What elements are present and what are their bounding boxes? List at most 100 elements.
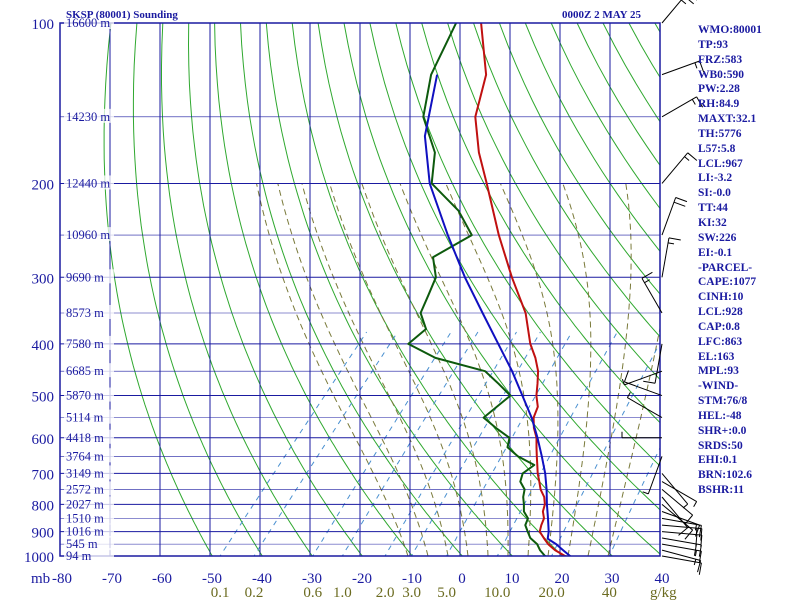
wind-barb bbox=[661, 531, 703, 548]
index-item: BRN:102.6 bbox=[698, 469, 752, 482]
wind-barb bbox=[621, 431, 662, 439]
height-label-bg bbox=[64, 536, 114, 551]
wind-barb-staff bbox=[661, 503, 693, 531]
index-item: EL:163 bbox=[698, 350, 735, 363]
dry-adiabat bbox=[214, 23, 413, 556]
height-label-bg bbox=[64, 465, 114, 480]
mixing-ratio-tick-label: 5.0 bbox=[437, 585, 456, 600]
dry-adiabat bbox=[240, 23, 463, 556]
height-label: 4418 m bbox=[66, 431, 104, 445]
wind-barb-staff bbox=[661, 549, 701, 561]
height-label-bg bbox=[64, 448, 114, 463]
index-item: HEL:-48 bbox=[698, 409, 742, 422]
height-label-bg bbox=[64, 304, 114, 319]
wind-barb-flag bbox=[698, 562, 702, 575]
wind-barb-staff bbox=[624, 370, 663, 386]
wind-barb bbox=[661, 549, 702, 573]
wind-barb-flag bbox=[695, 534, 698, 547]
mixing-ratio-tick-label: 20.0 bbox=[538, 585, 564, 600]
wind-barb-staff bbox=[661, 60, 700, 76]
mixing-ratio-tick-label: 1.0 bbox=[333, 585, 352, 600]
dry-adiabat bbox=[291, 23, 564, 556]
wind-barb-staff bbox=[661, 197, 677, 236]
mixing-ratio-tick-label: 0.6 bbox=[303, 585, 322, 600]
mixing-ratio-line bbox=[446, 331, 573, 556]
wind-barb-half-flag bbox=[693, 559, 697, 566]
index-item: WB0:590 bbox=[698, 68, 744, 81]
height-label: 1510 m bbox=[66, 511, 104, 525]
height-label-bg bbox=[64, 387, 114, 402]
height-label-bg bbox=[64, 496, 114, 511]
height-label: 7580 m bbox=[66, 337, 104, 351]
temperature-tick-label: -70 bbox=[102, 571, 122, 587]
dry-adiabat bbox=[265, 23, 513, 556]
wind-barb-half-flag bbox=[694, 62, 698, 69]
wind-barb-flag bbox=[643, 380, 656, 384]
height-label: 545 m bbox=[66, 537, 98, 551]
height-label-bg bbox=[64, 15, 114, 29]
height-label: 2027 m bbox=[66, 497, 104, 511]
wind-barb-half-flag bbox=[642, 491, 649, 495]
index-item: LFC:863 bbox=[698, 335, 743, 348]
height-label: 16600 m bbox=[66, 16, 110, 30]
pressure-tick-label: 1000 bbox=[24, 550, 54, 566]
height-label: 94 m bbox=[66, 549, 92, 563]
wind-barb-staff bbox=[661, 524, 702, 530]
index-item: SHR+:0.0 bbox=[698, 424, 747, 437]
mixing-ratio-tick-label: 3.0 bbox=[402, 585, 421, 600]
dry-adiabat bbox=[473, 23, 660, 338]
dry-adiabat bbox=[498, 23, 660, 295]
wind-barb bbox=[661, 496, 689, 536]
temperature-tick-label: 0 bbox=[458, 571, 466, 587]
dry-adiabat bbox=[421, 23, 660, 424]
mixing-ratio-tick-label: 0.2 bbox=[245, 585, 264, 600]
index-item: TT:44 bbox=[698, 202, 728, 215]
wind-barb-flag bbox=[700, 535, 703, 548]
index-item: BSHR:11 bbox=[698, 484, 745, 497]
wind-barb bbox=[641, 271, 663, 314]
height-label: 5114 m bbox=[66, 411, 104, 425]
wind-barb-flag bbox=[687, 152, 698, 161]
parcel-line bbox=[423, 74, 572, 556]
index-item: WMO:80001 bbox=[698, 24, 762, 36]
index-item: KI:32 bbox=[698, 216, 727, 229]
wind-barb-half-flag bbox=[691, 99, 696, 105]
wind-barb bbox=[661, 503, 694, 540]
index-item: MPL:93 bbox=[698, 365, 739, 378]
height-label-bg bbox=[64, 335, 114, 350]
wind-barb-half-flag bbox=[621, 379, 625, 386]
index-item: LI:-3.2 bbox=[698, 172, 733, 185]
height-label: 12440 m bbox=[66, 176, 110, 190]
dry-adiabat bbox=[369, 23, 660, 511]
wind-barb bbox=[661, 0, 697, 24]
wind-barb-half-flag bbox=[680, 0, 687, 5]
temperature-tick-label: -50 bbox=[202, 571, 222, 587]
height-label-bg bbox=[64, 363, 114, 378]
index-item: SRDS:50 bbox=[698, 439, 743, 452]
wind-barb-flag bbox=[684, 514, 694, 525]
index-item: PW:2.28 bbox=[698, 83, 740, 96]
index-item: CAPE:1077 bbox=[698, 276, 757, 289]
height-label-bg bbox=[64, 175, 114, 190]
height-label: 9690 m bbox=[66, 270, 104, 284]
height-label-bg bbox=[64, 108, 114, 123]
wind-barb bbox=[661, 543, 702, 563]
pressure-unit-label: mb bbox=[31, 571, 50, 587]
wind-barb-flag bbox=[698, 525, 702, 538]
temperature-tick-label: -30 bbox=[302, 571, 322, 587]
wind-barb bbox=[661, 481, 698, 508]
height-label-bg bbox=[64, 523, 114, 538]
wind-barb bbox=[643, 343, 663, 384]
temperature-tick-label: -80 bbox=[52, 571, 72, 587]
index-item: L57:5.8 bbox=[698, 142, 736, 155]
height-label: 3149 m bbox=[66, 466, 104, 480]
index-item: LCL:928 bbox=[698, 306, 743, 319]
pressure-tick-label: 100 bbox=[32, 17, 55, 33]
temperature-tick-label: 10 bbox=[505, 571, 520, 587]
moist-adiabat bbox=[399, 183, 509, 556]
wind-barb-staff bbox=[661, 0, 682, 24]
wind-barb-staff bbox=[661, 511, 700, 526]
moist-adiabat bbox=[445, 183, 532, 556]
mixing-ratio-tick-label: 40 bbox=[602, 585, 617, 600]
